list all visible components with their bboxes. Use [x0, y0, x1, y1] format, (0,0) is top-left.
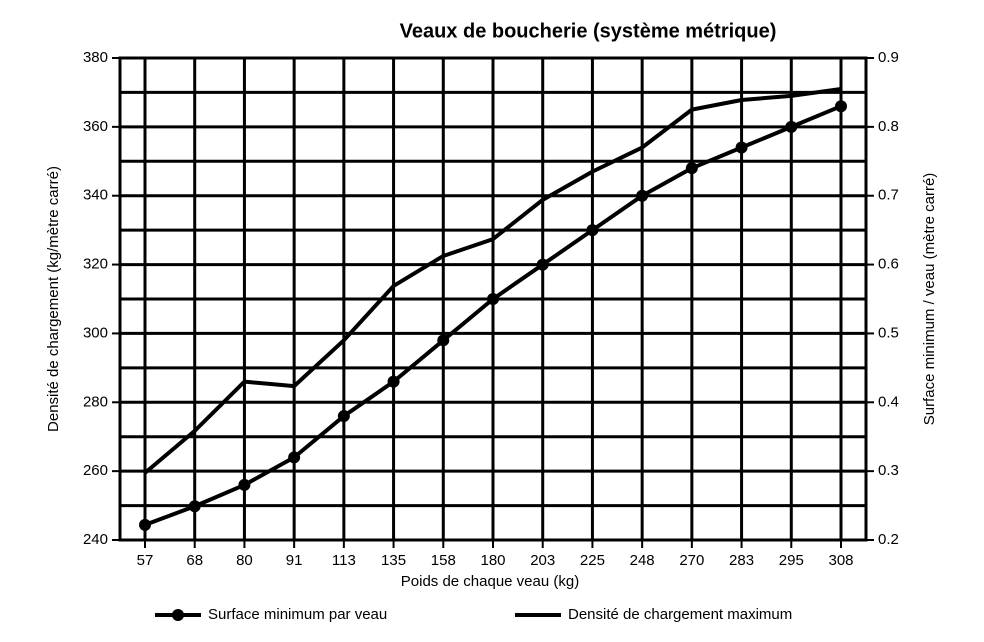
y2-tick-label: 0.3 [878, 462, 899, 479]
y2-axis-label: Surface minimum / veau (mètre carré) [921, 173, 938, 426]
x-tick-label: 80 [236, 552, 253, 569]
x-tick-label: 308 [828, 552, 853, 569]
point [487, 293, 499, 305]
y-axis-label: Densité de chargement (kg/mètre carré) [45, 166, 62, 432]
y-tick-label: 320 [83, 256, 108, 273]
y2-tick-label: 0.8 [878, 118, 899, 135]
series-line [143, 87, 842, 475]
point [685, 162, 698, 175]
y2-tick-label: 0.6 [878, 256, 899, 273]
x-tick-label: 158 [431, 552, 456, 569]
chart-title: Veaux de boucherie (système métrique) [400, 20, 777, 42]
x-tick-label: 91 [286, 552, 303, 569]
point [636, 189, 649, 202]
point [437, 334, 450, 347]
point [835, 100, 847, 113]
x-tick-label: 135 [381, 552, 406, 569]
y2-tick-label: 0.4 [878, 393, 899, 410]
legend-marker [172, 609, 184, 621]
y-tick-label: 340 [83, 187, 108, 204]
y-tick-label: 240 [83, 531, 108, 548]
x-axis-label: Poids de chaque veau (kg) [401, 573, 579, 590]
y2-tick-label: 0.7 [878, 187, 899, 204]
x-tick-label: 295 [779, 552, 804, 569]
point [586, 224, 599, 237]
legend-label: Densité de chargement maximum [568, 606, 792, 623]
x-tick-label: 203 [530, 552, 555, 569]
legend-label: Surface minimum par veau [208, 606, 387, 623]
x-tick-label: 248 [630, 552, 655, 569]
point [139, 518, 151, 531]
x-tick-label: 113 [332, 552, 356, 569]
point [785, 120, 798, 133]
x-tick-label: 270 [679, 552, 704, 569]
x-tick-label: 68 [186, 552, 203, 569]
y2-tick-label: 0.5 [878, 324, 899, 341]
x-tick-label: 225 [580, 552, 605, 569]
point [735, 141, 748, 154]
y-tick-label: 260 [83, 462, 108, 479]
y-tick-label: 360 [83, 118, 108, 135]
x-tick-label: 57 [137, 552, 154, 569]
point [387, 375, 400, 388]
point [536, 258, 549, 271]
point [238, 478, 251, 491]
point [188, 500, 201, 513]
y-tick-label: 280 [83, 393, 108, 410]
y-tick-label: 380 [83, 49, 108, 66]
x-tick-label: 180 [480, 552, 505, 569]
y-tick-label: 300 [83, 324, 108, 341]
y2-tick-label: 0.2 [878, 531, 899, 548]
point [288, 451, 301, 464]
x-tick-label: 283 [729, 552, 754, 569]
y2-tick-label: 0.9 [878, 49, 899, 66]
point [337, 410, 350, 423]
